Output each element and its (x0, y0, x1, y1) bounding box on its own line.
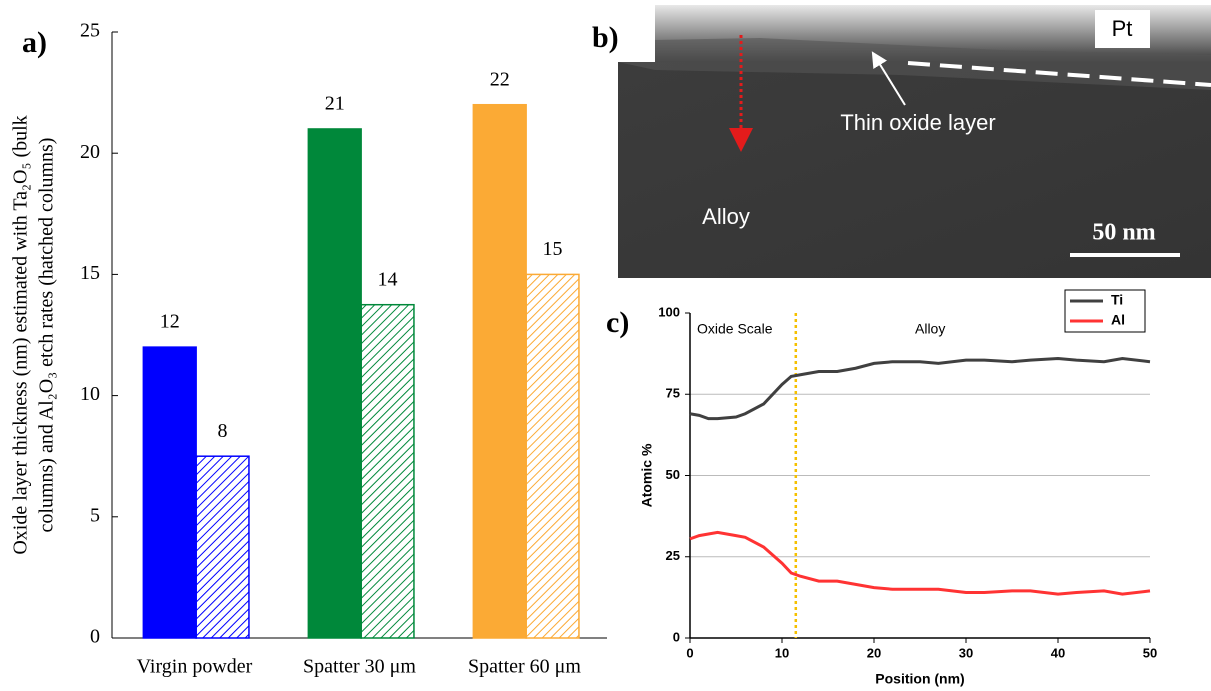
alloy-label: Alloy (702, 204, 750, 229)
y-tick-label: 10 (80, 383, 100, 405)
bar (360, 303, 415, 639)
legend-label: Al (1111, 312, 1125, 328)
value-label: 12 (160, 311, 180, 333)
x-axis-label: Position (nm) (875, 671, 964, 687)
bar (307, 128, 362, 639)
y-axis-label: Oxide layer thickness (nm) estimated wit… (10, 115, 32, 554)
y-axis-label: Atomic % (639, 443, 655, 507)
tem-image: Pt Thin oxide layer Alloy 50 nm (618, 5, 1211, 278)
x-tick-label: Spatter 30 μm (303, 656, 416, 678)
x-tick-label: 0 (686, 645, 693, 660)
bar (142, 346, 197, 639)
y-tick-label: 25 (80, 20, 100, 42)
line-series (689, 530, 1151, 596)
value-label: 21 (325, 93, 345, 115)
annotation: Oxide Scale (697, 321, 773, 337)
y-tick-label: 15 (80, 262, 100, 284)
value-label: 15 (543, 238, 563, 260)
x-tick-label: 30 (959, 645, 973, 660)
y-tick-label: 25 (666, 548, 680, 563)
x-tick-label: Spatter 60 μm (468, 656, 581, 678)
legend-label: Ti (1111, 292, 1123, 308)
bar (472, 103, 527, 639)
bar (195, 455, 250, 639)
line-series (689, 356, 1151, 421)
x-tick-label: 50 (1143, 645, 1157, 660)
y-tick-label: 100 (658, 304, 680, 319)
bar (525, 273, 580, 639)
value-label: 22 (490, 68, 510, 90)
pt-box (1095, 10, 1150, 48)
oxide-label: Thin oxide layer (840, 110, 995, 135)
panel-label: b) (592, 21, 619, 54)
x-tick-label: 40 (1051, 645, 1065, 660)
y-tick-label: 0 (673, 629, 680, 644)
x-tick-label: 20 (867, 645, 881, 660)
legend-box (1064, 289, 1146, 333)
alloy-region (618, 62, 1211, 278)
x-tick-label: Virgin powder (137, 656, 253, 678)
y-tick-label: 75 (666, 386, 680, 401)
panel-label: a) (22, 26, 47, 59)
value-label: 8 (218, 420, 228, 442)
panel-label: c) (606, 306, 629, 339)
white-arrow (871, 51, 906, 106)
annotation: Alloy (915, 321, 945, 337)
y-axis-label: columns) and Al₂O₃ etch rates (hatched c… (36, 138, 58, 533)
x-tick-label: 10 (775, 645, 789, 660)
value-label: 14 (378, 268, 398, 290)
y-tick-label: 20 (80, 141, 100, 163)
interface-line (907, 61, 1211, 87)
pt-label: Pt (1112, 16, 1133, 41)
scale-label: 50 nm (1092, 220, 1155, 246)
y-tick-label: 50 (666, 467, 680, 482)
y-tick-label: 0 (90, 626, 100, 648)
y-tick-label: 5 (90, 504, 100, 526)
